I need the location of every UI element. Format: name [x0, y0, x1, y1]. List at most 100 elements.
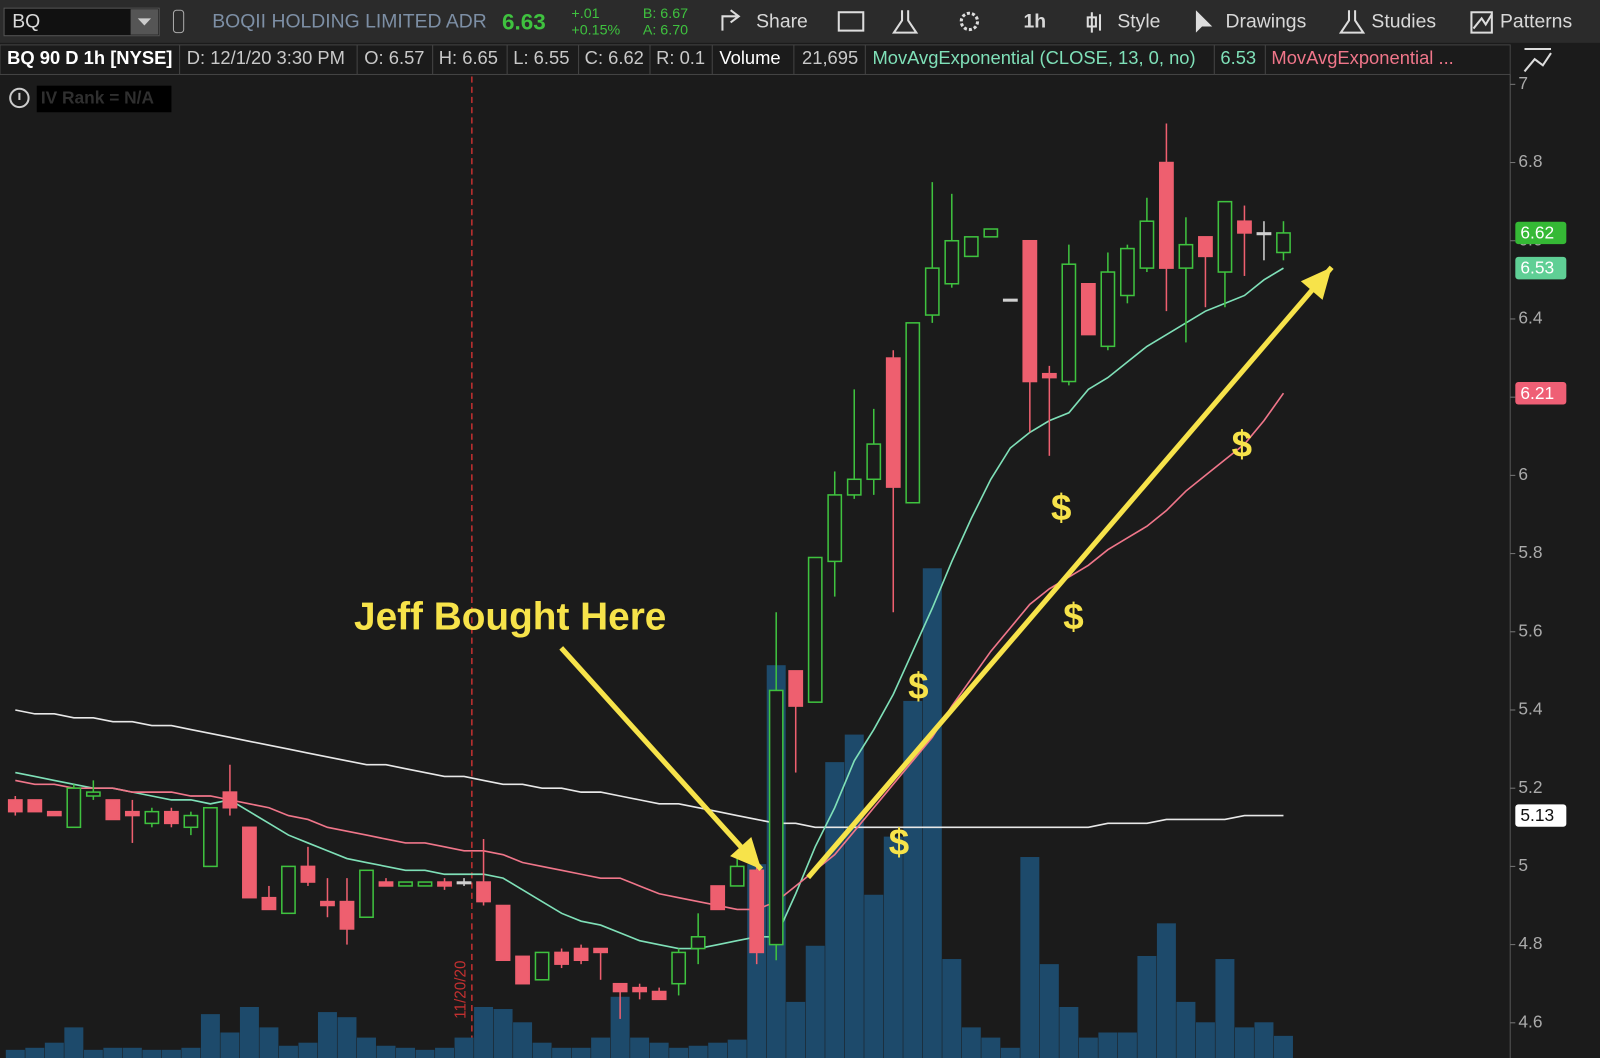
volume-bar	[357, 1037, 376, 1058]
series-last-label-box	[1515, 382, 1567, 405]
volume-bar	[1117, 1032, 1137, 1058]
volume-bar	[727, 1039, 747, 1058]
dollar-annotation: $	[1051, 487, 1071, 528]
volume-bar	[396, 1047, 415, 1058]
candle-body	[710, 885, 726, 911]
volume-bar	[259, 1027, 279, 1058]
y-tick-label: 5.2	[1518, 777, 1542, 797]
patterns-button[interactable]: Patterns	[1500, 11, 1572, 33]
y-tick-label: 6.8	[1518, 151, 1542, 171]
share-icon	[721, 9, 741, 31]
candle-body	[66, 787, 82, 829]
series-last-label-box	[1515, 256, 1567, 280]
volume-bar	[454, 1037, 474, 1058]
volume-bar	[415, 1049, 435, 1058]
volume-bar	[1078, 1037, 1098, 1058]
volume-bar	[844, 734, 864, 1058]
y-tick-label: 5	[1518, 855, 1528, 875]
alert-icon[interactable]	[9, 87, 30, 109]
dollar-annotation: $	[889, 821, 909, 862]
calendar-icon[interactable]	[837, 11, 865, 32]
candle-body	[1100, 271, 1116, 348]
annotation-arrow	[559, 646, 764, 871]
candle-body	[281, 865, 296, 915]
candle-body	[1119, 247, 1135, 297]
volume-bar	[83, 1049, 103, 1058]
moving-average-line	[15, 709, 1284, 829]
volume-bar	[903, 700, 923, 1058]
candle-body	[105, 799, 121, 821]
candle-body	[359, 869, 374, 918]
close-last-label-box	[1515, 221, 1567, 245]
share-button[interactable]: Share	[756, 11, 808, 33]
volume-bar	[591, 1037, 611, 1058]
volume-bar	[552, 1047, 572, 1058]
close-field: C: 6.62	[585, 47, 644, 68]
volume-value: 21,695	[802, 47, 858, 68]
flask-icon[interactable]	[891, 10, 919, 34]
volume-bar	[142, 1049, 162, 1058]
volume-bar	[337, 1017, 357, 1058]
open-field: O: 6.57	[364, 47, 424, 68]
close-last-label: 6.62	[1520, 223, 1554, 243]
volume-bar	[1254, 1022, 1274, 1058]
volume-bar	[5, 1049, 25, 1058]
candle-body	[300, 865, 316, 883]
volume-bar	[220, 1032, 240, 1058]
volume-bar	[864, 894, 884, 1058]
annotation-arrowhead	[1300, 267, 1332, 300]
volume-bar	[474, 1006, 494, 1058]
candle-body	[573, 947, 589, 962]
change-pct: +0.15%	[571, 22, 620, 38]
volume-bar	[1000, 1047, 1020, 1058]
y-tick-label: 6	[1518, 464, 1528, 484]
volume-bar	[630, 1037, 650, 1058]
volume-bar	[805, 945, 825, 1058]
candle-body	[866, 443, 882, 481]
dropdown-icon	[137, 18, 152, 26]
link-icon[interactable]	[172, 9, 185, 34]
candle-body	[85, 791, 101, 797]
bid: B: 6.67	[643, 6, 688, 22]
volume-bar	[161, 1049, 181, 1058]
candle-body	[1276, 232, 1291, 254]
candle-body	[1002, 298, 1018, 302]
volume-bar	[103, 1047, 123, 1058]
header-bar	[0, 44, 1511, 75]
candle-body	[417, 881, 433, 887]
volume-bar	[922, 568, 942, 1058]
candle-body	[554, 951, 569, 965]
axis-settings-icon[interactable]	[1523, 47, 1552, 73]
volume-bar	[786, 1001, 806, 1058]
timeframe-button[interactable]: 1h	[1023, 11, 1046, 33]
settings-icon[interactable]	[959, 11, 980, 32]
volume-bar	[1215, 959, 1235, 1058]
volume-bar	[532, 1042, 552, 1058]
candle-body	[515, 955, 530, 985]
drawings-button[interactable]: Drawings	[1226, 11, 1307, 33]
volume-bar	[688, 1045, 708, 1058]
candle-body	[46, 810, 62, 817]
series-last-label-box	[1515, 804, 1567, 827]
candle-body	[183, 814, 199, 829]
volume-bar	[1195, 1022, 1215, 1058]
candle-body	[905, 322, 921, 504]
ema2-label: MovAvgExponential ...	[1271, 47, 1453, 68]
y-tick-label: 5.6	[1518, 620, 1542, 640]
series-last-label: 6.53	[1520, 258, 1554, 278]
candle-body	[1198, 236, 1213, 258]
iv-rank-box	[36, 85, 172, 113]
studies-button[interactable]: Studies	[1371, 11, 1436, 33]
candle-body	[612, 982, 628, 993]
date-field: D: 12/1/20 3:30 PM	[187, 47, 345, 68]
candle-body	[27, 799, 43, 813]
volume-bar	[1098, 1032, 1118, 1058]
series-last-label: 5.13	[1520, 805, 1554, 825]
ask: A: 6.70	[643, 22, 688, 38]
high-field: H: 6.65	[439, 47, 498, 68]
candle-body	[1041, 372, 1057, 379]
volume-bar	[1039, 964, 1059, 1058]
candle-body	[261, 896, 277, 911]
style-button[interactable]: Style	[1117, 11, 1160, 33]
